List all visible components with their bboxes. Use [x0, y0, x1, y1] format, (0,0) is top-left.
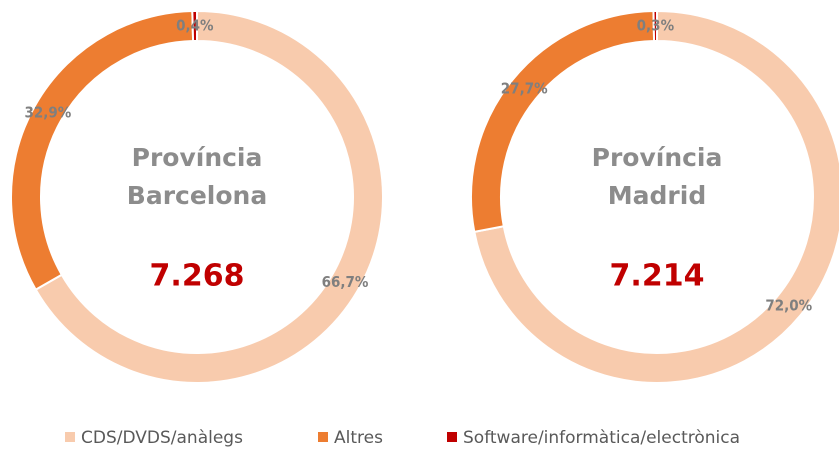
data-label: 72,0% — [765, 296, 812, 314]
center-total: 7.268 — [150, 259, 245, 294]
legend-swatch — [65, 432, 75, 442]
data-label: 0,4% — [176, 17, 214, 35]
legend-swatch — [447, 432, 457, 442]
donut-slice — [473, 9, 839, 384]
donut-slice — [191, 9, 198, 43]
center-title: Madrid — [608, 181, 706, 210]
legend-label: CDS/DVDS/anàlegs — [81, 428, 243, 448]
legend-label: Altres — [334, 428, 383, 448]
legend-swatch — [318, 432, 328, 442]
center-title: Barcelona — [127, 181, 267, 210]
data-label: 32,9% — [25, 104, 72, 122]
data-label: 0,3% — [637, 17, 675, 35]
data-label: 27,7% — [501, 80, 548, 98]
legend-label: Software/informàtica/electrònica — [463, 428, 740, 448]
donut-slice — [652, 9, 658, 43]
center-total: 7.214 — [610, 259, 705, 294]
data-label: 66,7% — [322, 273, 369, 291]
center-title: Província — [592, 143, 723, 172]
center-title: Província — [132, 143, 263, 172]
donut-slice — [34, 9, 384, 384]
